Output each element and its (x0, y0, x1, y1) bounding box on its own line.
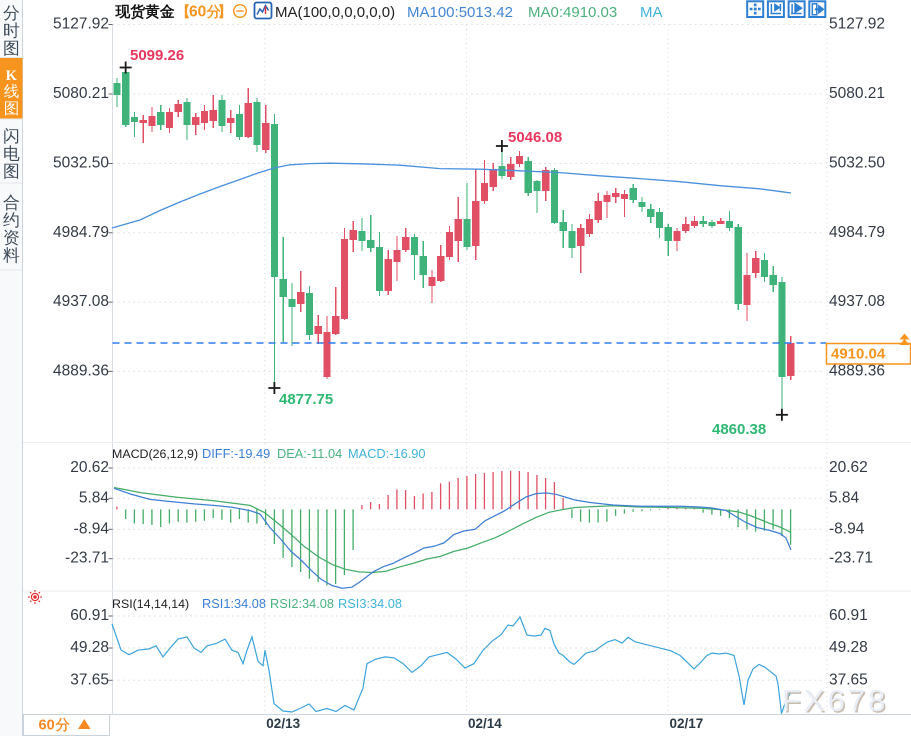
svg-text:MACD(26,12,9): MACD(26,12,9) (112, 447, 198, 461)
svg-text:RSI3:34.08: RSI3:34.08 (338, 596, 402, 611)
svg-text:K: K (6, 68, 18, 84)
svg-text:5127.92: 5127.92 (53, 16, 109, 33)
svg-text:20.62: 20.62 (829, 459, 868, 476)
svg-text:02/13: 02/13 (266, 716, 300, 731)
svg-text:5.84: 5.84 (79, 489, 110, 506)
svg-text:4910.04: 4910.04 (831, 346, 886, 363)
svg-text:MA100:5013.42: MA100:5013.42 (407, 4, 513, 21)
svg-text:DEA:-11.04: DEA:-11.04 (277, 446, 342, 461)
svg-text:4937.08: 4937.08 (829, 293, 885, 310)
svg-text:20.62: 20.62 (70, 459, 109, 476)
svg-text:5080.21: 5080.21 (53, 85, 109, 102)
svg-text:60.91: 60.91 (829, 607, 868, 624)
svg-text:-23.71: -23.71 (829, 550, 873, 567)
svg-text:60: 60 (189, 4, 206, 21)
svg-text:37.65: 37.65 (829, 671, 868, 688)
svg-text:5046.08: 5046.08 (508, 129, 562, 146)
svg-text:5.84: 5.84 (829, 489, 860, 506)
svg-text:MA(100,0,0,0,0,0): MA(100,0,0,0,0,0) (275, 4, 395, 21)
svg-text:5127.92: 5127.92 (829, 16, 885, 33)
svg-text:4877.75: 4877.75 (279, 391, 333, 408)
svg-text:02/17: 02/17 (670, 716, 704, 731)
svg-text:4860.38: 4860.38 (712, 421, 766, 438)
svg-text:RSI(14,14,14): RSI(14,14,14) (112, 597, 189, 611)
svg-text:RSI1:34.08: RSI1:34.08 (202, 596, 266, 611)
svg-text:4937.08: 4937.08 (53, 293, 109, 310)
svg-text:5080.21: 5080.21 (829, 85, 885, 102)
svg-text:MA: MA (640, 4, 663, 21)
svg-text:DIFF:-19.49: DIFF:-19.49 (202, 446, 270, 461)
svg-text:4889.36: 4889.36 (829, 362, 885, 379)
svg-text:02/14: 02/14 (468, 716, 502, 731)
svg-text:60: 60 (39, 718, 55, 734)
svg-text:MACD:-16.90: MACD:-16.90 (348, 446, 426, 461)
svg-text:5032.50: 5032.50 (829, 155, 885, 172)
svg-text:49.28: 49.28 (70, 639, 109, 656)
svg-text:5032.50: 5032.50 (53, 155, 109, 172)
svg-text:FX678: FX678 (784, 684, 890, 719)
svg-text:FX678: FX678 (782, 683, 888, 718)
svg-text:60.91: 60.91 (70, 607, 109, 624)
svg-text:MA0:4910.03: MA0:4910.03 (528, 4, 617, 21)
svg-text:-8.94: -8.94 (829, 520, 865, 537)
svg-text:37.65: 37.65 (70, 671, 109, 688)
svg-text:4984.79: 4984.79 (53, 224, 109, 241)
svg-text:4889.36: 4889.36 (53, 362, 109, 379)
svg-text:4984.79: 4984.79 (829, 224, 885, 241)
svg-text:5099.26: 5099.26 (130, 47, 184, 64)
svg-text:-23.71: -23.71 (65, 550, 109, 567)
svg-text:49.28: 49.28 (829, 639, 868, 656)
svg-text:-8.94: -8.94 (74, 520, 110, 537)
svg-text:RSI2:34.08: RSI2:34.08 (270, 596, 334, 611)
